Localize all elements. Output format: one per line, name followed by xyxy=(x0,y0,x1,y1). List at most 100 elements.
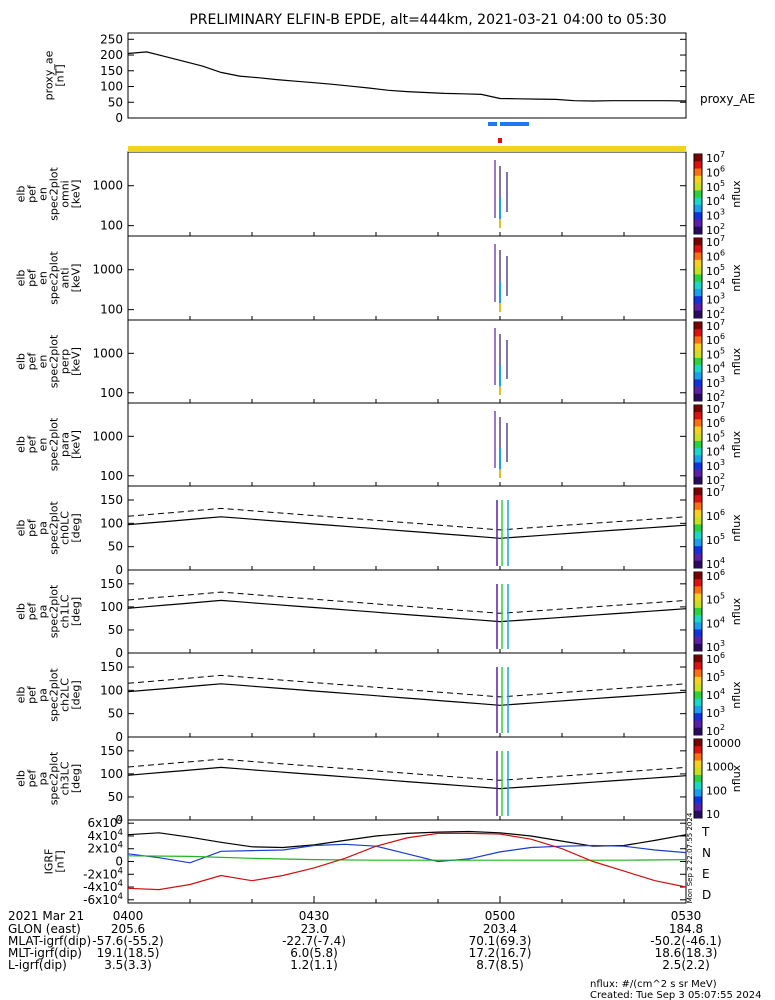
colorbar-segment xyxy=(694,419,702,427)
panel-perp: 1001000elbpefenspec2plotperp[keV]1021031… xyxy=(15,318,744,404)
orbit-row-value: -57.6(-55.2) xyxy=(92,934,163,948)
orbit-row-label: MLAT-igrf(dip) xyxy=(8,934,91,948)
colorbar-segment xyxy=(694,252,702,261)
anti-loss-cone-line xyxy=(127,758,687,781)
colorbar-tick-label: 103 xyxy=(706,208,725,223)
y-tick-label: 150 xyxy=(100,660,123,674)
series-line-N xyxy=(127,843,687,864)
colorbar-segment xyxy=(694,455,702,463)
colorbar-segment xyxy=(694,469,702,478)
colorbar-tick-label: 103 xyxy=(706,458,725,473)
panel-frame xyxy=(127,485,687,571)
panel-para: 1001000elbpefenspec2plotpara[keV]1021031… xyxy=(15,401,744,487)
colorbar-segment xyxy=(694,789,702,797)
colorbar-tick-label: 106 xyxy=(706,508,725,523)
colorbar-segment xyxy=(694,600,702,609)
y-tick-label: 100 xyxy=(100,80,123,94)
colorbar-segment xyxy=(694,636,702,645)
orbit-row-value: 23.0 xyxy=(301,922,328,936)
colorbar-segment xyxy=(694,579,702,587)
x-tick-label: 0430 xyxy=(299,909,330,923)
status-bar xyxy=(128,146,686,152)
y-axis-label: proxy_ae[nT] xyxy=(43,50,67,100)
orbit-row-value: 184.8 xyxy=(669,922,703,936)
colorbar-segment xyxy=(694,676,702,685)
y-axis-label: elbpefenspec2plotpara[keV] xyxy=(15,417,83,471)
series-line-ae xyxy=(127,51,687,102)
panel-frame xyxy=(127,736,687,821)
legend-T: T xyxy=(701,825,710,839)
colorbar-tick-label: 100 xyxy=(706,784,727,797)
orbit-row-value: 6.0(5.8) xyxy=(290,946,338,960)
colorbar-segment xyxy=(694,448,702,456)
plot-title: PRELIMINARY ELFIN-B EPDE, alt=444km, 202… xyxy=(189,12,666,28)
y-tick-label: 250 xyxy=(100,32,123,46)
colorbar-tick-label: 10 xyxy=(706,808,720,821)
colorbar-segment xyxy=(694,267,702,275)
colorbar-segment xyxy=(694,303,702,312)
colorbar-label: nflux xyxy=(730,430,743,458)
colorbar-segment xyxy=(694,226,702,235)
orbit-row-value: 19.1(18.5) xyxy=(97,946,160,960)
orbit-row-label: MLT-igrf(dip) xyxy=(8,946,82,960)
x-tick-label: 0530 xyxy=(671,909,702,923)
colorbar-segment xyxy=(694,509,702,518)
panel-omni: 1001000elbpefenspec2plotomni[keV]1021031… xyxy=(15,150,744,237)
colorbar-label: nflux xyxy=(730,180,743,208)
y-tick-label: 50 xyxy=(108,623,123,637)
loss-cone-line xyxy=(127,599,687,623)
y-tick-label: 100 xyxy=(100,303,123,317)
colorbar-tick-label: 106 xyxy=(706,164,725,179)
colorbar-segment xyxy=(694,782,702,790)
y-axis-label: elbpefpaspec2plotch3LC[deg] xyxy=(15,751,83,805)
colorbar-segment xyxy=(694,393,702,402)
anti-loss-cone-line xyxy=(127,507,687,531)
y-tick-label: 100 xyxy=(100,600,123,614)
colorbar-segment xyxy=(694,379,702,387)
panel-frame xyxy=(127,819,687,904)
y-tick-label: 100 xyxy=(100,386,123,400)
colorbar-tick-label: 103 xyxy=(706,375,725,390)
colorbar-segment xyxy=(694,245,702,253)
colorbar-tick-label: 104 xyxy=(706,615,725,630)
panel-ch1: 050100150elbpefpaspec2plotch1LC[deg]1031… xyxy=(15,568,744,660)
y-axis-label: elbpefpaspec2plotch1LC[deg] xyxy=(15,584,83,638)
colorbar-tick-label: 105 xyxy=(706,532,725,547)
y-tick-label: 100 xyxy=(100,469,123,483)
x-tick-label: 0400 xyxy=(113,909,144,923)
y-tick-label: 0 xyxy=(115,563,123,577)
colorbar-segment xyxy=(694,684,702,692)
right-label: proxy_AE xyxy=(700,92,755,106)
colorbar-tick-label: 107 xyxy=(706,401,725,416)
colorbar-segment xyxy=(694,161,702,169)
colorbar-segment xyxy=(694,175,702,184)
panel-ch0: 050100150elbpefpaspec2plotch0LC[deg]1041… xyxy=(15,484,744,577)
colorbar-segment xyxy=(694,495,702,503)
colorbar-tick-label: 1000 xyxy=(706,761,734,774)
series-line-E xyxy=(127,855,687,861)
panel-igrf: -6x104-4x104-2x10402x1044x1046x104IGRF[n… xyxy=(43,815,712,907)
science-zone-bar xyxy=(500,122,529,126)
colorbar-tick-label: 104 xyxy=(706,193,725,208)
panel-ch3: 0 50 100 150 elbpefpaspec2plotch3LC[deg] 10 10… xyxy=(15,736,743,827)
colorbar-label: nflux xyxy=(730,764,743,792)
colorbar-segment xyxy=(694,691,702,699)
colorbar-segment xyxy=(694,720,702,729)
colorbar-segment xyxy=(694,538,702,547)
colorbar-tick-label: 106 xyxy=(706,568,725,583)
colorbar-segment xyxy=(694,767,702,776)
panel-anti: 1001000elbpefenspec2plotanti[keV]1021031… xyxy=(15,234,744,321)
y-tick-label: 200 xyxy=(100,48,123,62)
colorbar-tick-label: 105 xyxy=(706,669,725,684)
colorbar-segment xyxy=(694,476,702,485)
y-tick-label: 2x104 xyxy=(87,841,123,856)
footer-created: Created: Tue Sep 3 05:07:55 2024 xyxy=(590,990,762,1000)
colorbar-tick-label: 107 xyxy=(706,318,725,333)
y-tick-label: -2x104 xyxy=(83,866,123,881)
x-tick-label: 0500 xyxy=(485,909,516,923)
colorbar-segment xyxy=(694,343,702,352)
series-line-T xyxy=(127,830,687,849)
colorbar-segment xyxy=(694,440,702,449)
colorbar-segment xyxy=(694,259,702,268)
